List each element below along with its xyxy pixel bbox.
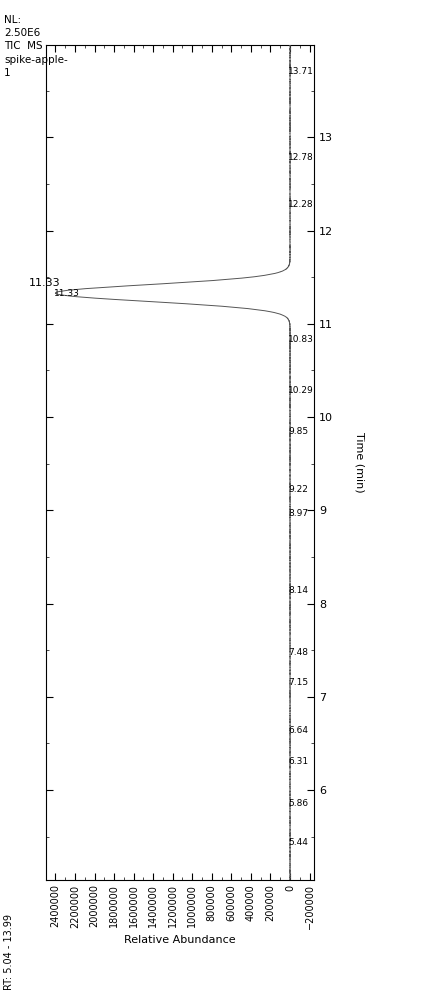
Text: 7.15: 7.15	[287, 678, 307, 687]
Text: 5.44: 5.44	[288, 838, 307, 847]
Text: 8.97: 8.97	[287, 509, 307, 518]
Text: 12.78: 12.78	[287, 153, 313, 162]
Y-axis label: Time (min): Time (min)	[353, 432, 363, 493]
Text: 10.29: 10.29	[287, 386, 313, 395]
Text: 5.86: 5.86	[287, 799, 307, 808]
Text: 8.14: 8.14	[287, 586, 307, 595]
Text: 10.83: 10.83	[287, 335, 313, 344]
Text: 9.85: 9.85	[287, 427, 307, 436]
Text: 6.64: 6.64	[287, 726, 307, 735]
Text: 12.28: 12.28	[287, 200, 313, 209]
Text: 13.71: 13.71	[287, 67, 313, 76]
Text: NL:
2.50E6
TIC  MS
spike-apple-
1: NL: 2.50E6 TIC MS spike-apple- 1	[4, 15, 68, 78]
Text: 9.22: 9.22	[287, 485, 307, 494]
Text: 11.33: 11.33	[53, 289, 79, 298]
Text: 6.31: 6.31	[288, 757, 307, 766]
Text: RT: 5.04 - 13.99: RT: 5.04 - 13.99	[4, 914, 14, 990]
Text: 11.33: 11.33	[29, 278, 60, 288]
Text: 7.48: 7.48	[287, 648, 307, 657]
X-axis label: Relative Abundance: Relative Abundance	[124, 935, 235, 945]
